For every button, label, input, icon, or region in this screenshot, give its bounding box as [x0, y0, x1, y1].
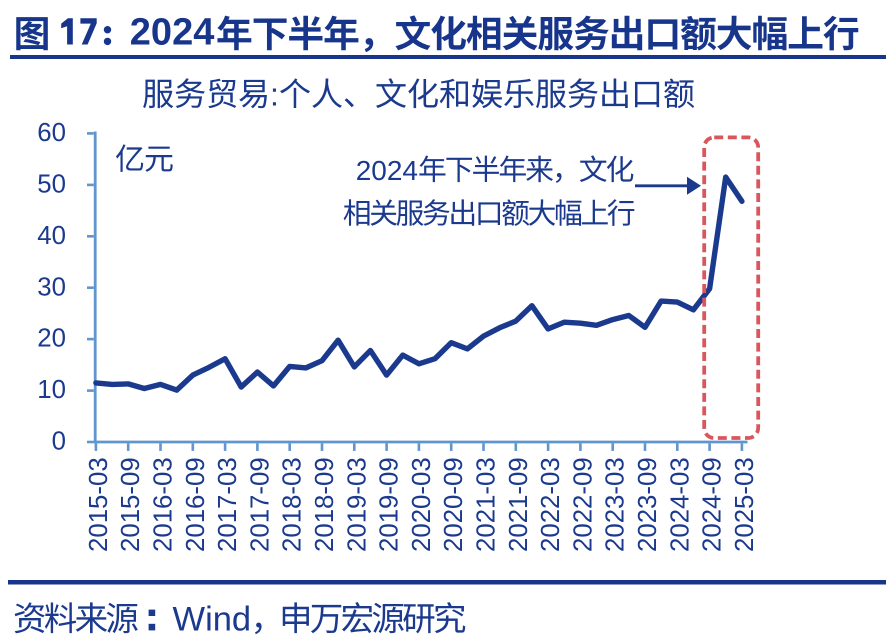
svg-text:20: 20 — [37, 325, 66, 353]
svg-text:2019-03: 2019-03 — [343, 457, 371, 552]
svg-text:2019-09: 2019-09 — [376, 457, 404, 552]
svg-text:2024-03: 2024-03 — [666, 457, 694, 552]
svg-text:2016-09: 2016-09 — [182, 457, 210, 552]
svg-text:2023-09: 2023-09 — [634, 457, 662, 552]
svg-text:Wind: Wind — [173, 601, 252, 639]
svg-text:40: 40 — [37, 222, 66, 250]
svg-text:0: 0 — [52, 428, 66, 456]
svg-text:2018-03: 2018-03 — [279, 457, 307, 552]
svg-text::: : — [270, 77, 279, 113]
svg-text:2020-09: 2020-09 — [440, 457, 468, 552]
svg-text:2022-03: 2022-03 — [537, 457, 565, 552]
svg-text:2020-03: 2020-03 — [408, 457, 436, 552]
svg-text:2022-09: 2022-09 — [569, 457, 597, 552]
svg-text:10: 10 — [37, 376, 66, 404]
svg-text:2021-09: 2021-09 — [505, 457, 533, 552]
svg-text:2021-03: 2021-03 — [473, 457, 501, 552]
svg-text:2016-03: 2016-03 — [150, 457, 178, 552]
svg-text:2024: 2024 — [130, 11, 215, 53]
svg-text:2025-03: 2025-03 — [731, 457, 759, 552]
svg-text:2024: 2024 — [356, 155, 418, 186]
svg-text:2017-03: 2017-03 — [214, 457, 242, 552]
svg-text:2015-09: 2015-09 — [117, 457, 145, 552]
svg-text:60: 60 — [37, 119, 66, 147]
svg-text:2023-03: 2023-03 — [602, 457, 630, 552]
svg-text:2015-03: 2015-03 — [85, 457, 113, 552]
svg-text:30: 30 — [37, 273, 66, 301]
svg-text:50: 50 — [37, 171, 66, 199]
svg-text:2017-09: 2017-09 — [246, 457, 274, 552]
svg-text:2018-09: 2018-09 — [311, 457, 339, 552]
svg-text:2024-09: 2024-09 — [699, 457, 727, 552]
